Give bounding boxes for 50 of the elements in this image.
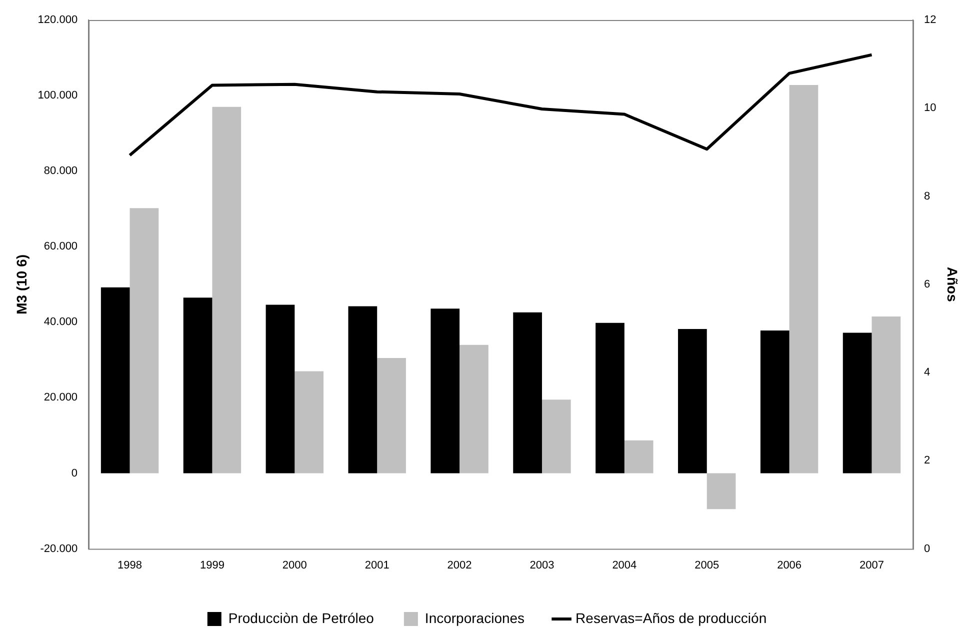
y2-tick-label: 10 bbox=[924, 102, 936, 114]
bar bbox=[183, 298, 212, 474]
y-tick-label: 80.000 bbox=[44, 165, 78, 178]
bar bbox=[130, 208, 159, 474]
y-tick-label: 20.000 bbox=[44, 392, 78, 404]
x-tick-label: 2006 bbox=[777, 559, 802, 572]
bar bbox=[212, 106, 242, 474]
bar bbox=[294, 371, 324, 474]
y2-axis-title: Años bbox=[944, 266, 961, 302]
y2-tick-label: 12 bbox=[924, 14, 936, 26]
y-tick-label: 60.000 bbox=[44, 240, 78, 253]
legend-label: Producciòn de Petróleo bbox=[228, 610, 374, 626]
bar bbox=[789, 84, 818, 474]
legend-label: Incorporaciones bbox=[424, 610, 525, 626]
y2-tick-label: 2 bbox=[924, 454, 930, 467]
bar bbox=[348, 306, 378, 474]
bar bbox=[460, 344, 488, 474]
bar bbox=[706, 473, 736, 510]
bar bbox=[377, 358, 406, 474]
bar bbox=[872, 316, 901, 474]
legend-label: Reservas=Años de producción bbox=[576, 610, 767, 626]
x-tick-label: 2005 bbox=[694, 559, 720, 572]
x-tick-label: 2002 bbox=[447, 559, 472, 572]
bar bbox=[624, 440, 654, 474]
x-tick-label: 2000 bbox=[282, 559, 307, 572]
y2-tick-label: 0 bbox=[924, 542, 930, 555]
y2-tick-label: 4 bbox=[924, 366, 930, 379]
bar bbox=[760, 330, 790, 474]
bar bbox=[266, 304, 295, 474]
y-tick-label: 100.000 bbox=[38, 90, 78, 102]
y-tick-label: 120.000 bbox=[38, 14, 78, 26]
y-tick-label: 0 bbox=[71, 467, 78, 480]
y-tick-label: -20.000 bbox=[40, 542, 78, 555]
x-tick-label: 1998 bbox=[118, 559, 142, 572]
x-tick-label: 2004 bbox=[612, 559, 637, 572]
bar bbox=[100, 287, 130, 474]
bar bbox=[430, 308, 460, 474]
y-tick-label: 40.000 bbox=[44, 316, 78, 328]
x-tick-label: 1999 bbox=[200, 559, 224, 572]
x-tick-label: 2007 bbox=[860, 559, 884, 572]
x-tick-label: 2003 bbox=[530, 559, 554, 572]
y-axis-title: M3 (10 6) bbox=[13, 254, 30, 314]
bar bbox=[678, 328, 707, 474]
y2-tick-label: 8 bbox=[924, 190, 930, 202]
y2-tick-label: 6 bbox=[924, 278, 930, 290]
bar bbox=[542, 400, 571, 474]
bar bbox=[842, 332, 872, 474]
bar bbox=[596, 322, 624, 474]
x-tick-label: 2001 bbox=[364, 559, 390, 572]
bar bbox=[513, 312, 542, 474]
